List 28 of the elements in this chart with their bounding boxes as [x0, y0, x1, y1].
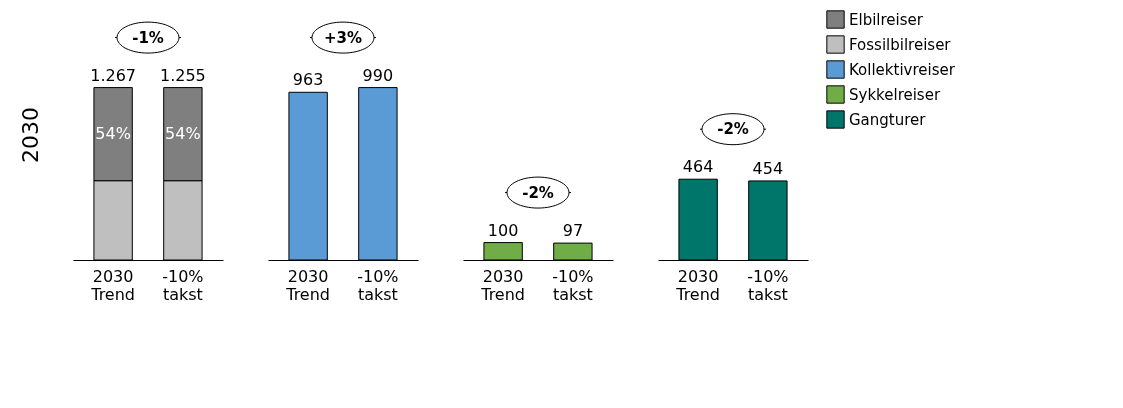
x-tick-label: 2030 Trend — [90, 266, 136, 304]
data-label: 464 — [682, 157, 714, 177]
data-label: 963 — [292, 70, 324, 90]
data-label: 454 — [752, 158, 784, 178]
x-tick-label: 2030 Trend — [285, 266, 331, 304]
legend-label: Kollektivreiser — [849, 60, 956, 79]
text: 1.255 — [159, 65, 206, 85]
text: -2% — [522, 183, 554, 202]
legend-label: Elbilreiser — [849, 10, 924, 29]
legend-label: Sykkelreiser — [849, 85, 941, 104]
x-tick-label: -10% takst — [162, 266, 204, 304]
data-label: 990 — [362, 65, 394, 85]
x-tick-label: -10% takst — [747, 266, 789, 304]
data-label: 100 — [487, 220, 519, 240]
text: 1.267 — [90, 65, 137, 85]
data-label: 54% — [95, 124, 131, 144]
legend-label: Gangturer — [849, 110, 927, 129]
legend-label: Fossilbilreiser — [849, 35, 952, 54]
x-tick-label: -10% takst — [552, 266, 594, 304]
text: 2030 — [18, 107, 43, 163]
x-tick-label: -10% takst — [357, 266, 399, 304]
data-label: 54% — [165, 124, 201, 144]
x-tick-label: 2030 Trend — [480, 266, 526, 304]
text: -2% — [717, 120, 749, 139]
data-label: 97 — [562, 221, 584, 241]
text: -1% — [132, 28, 164, 47]
x-tick-label: 2030 Trend — [675, 266, 721, 304]
text: +3% — [323, 28, 363, 47]
